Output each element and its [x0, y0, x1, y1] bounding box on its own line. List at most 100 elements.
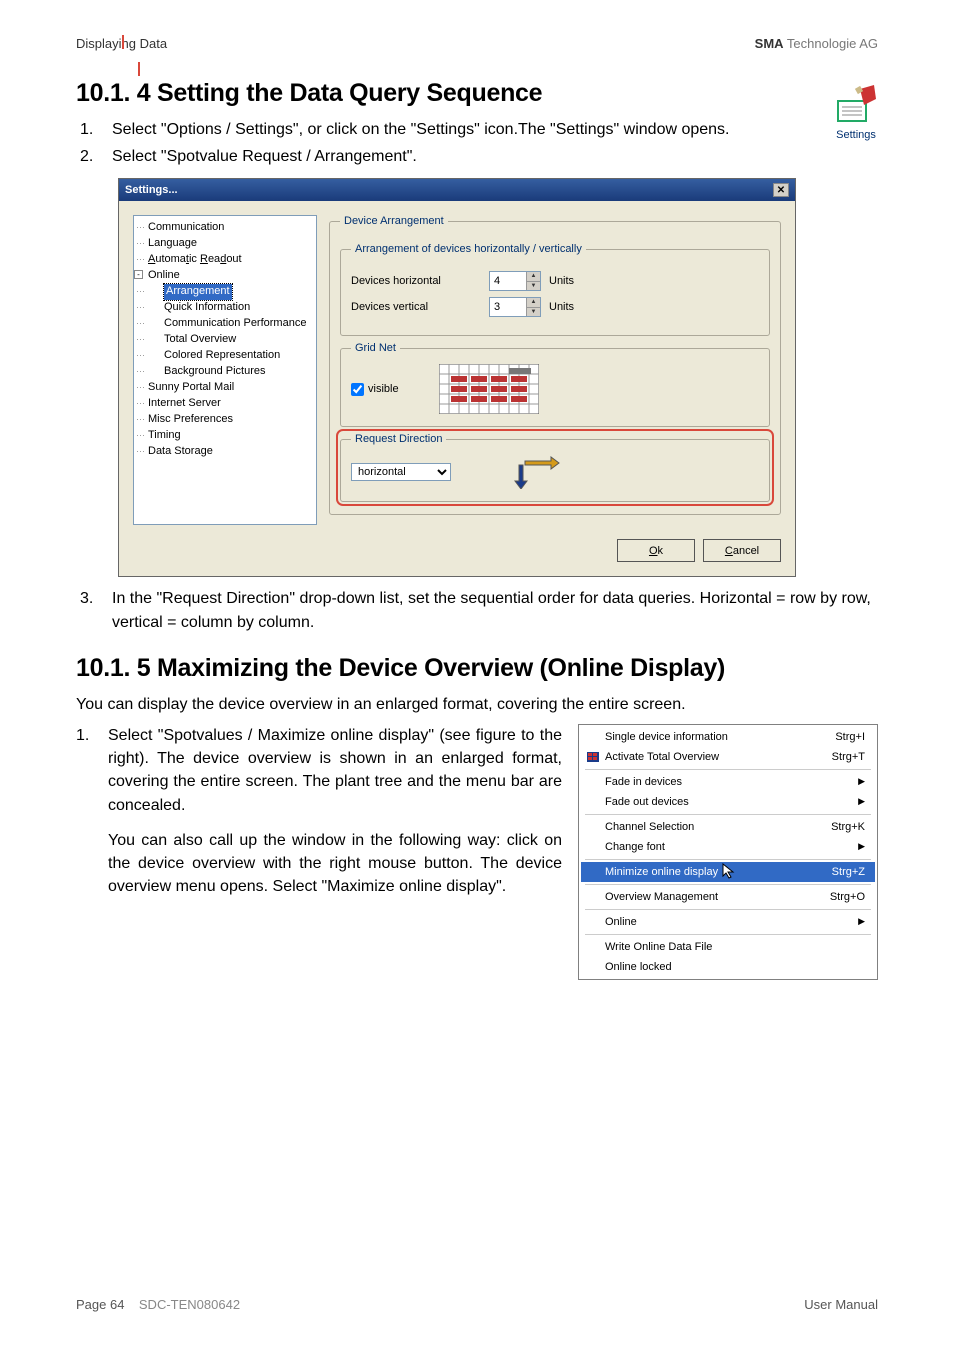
menu-item[interactable]: Fade out devices ▶ — [581, 792, 875, 812]
section-heading-1: 10.1. 4 Setting the Data Query Sequence — [76, 79, 878, 108]
spin-devices-vertical[interactable]: ▲▼ — [489, 297, 541, 317]
tree-item[interactable]: Background Pictures — [136, 364, 312, 380]
settings-tree[interactable]: CommunicationLanguageAutomatic Readout-O… — [133, 215, 317, 525]
tree-item[interactable]: Misc Preferences — [136, 412, 312, 428]
menu-item-label: Overview Management — [605, 891, 718, 903]
tree-item[interactable]: Communication — [136, 220, 312, 236]
settings-icon — [834, 83, 878, 125]
menu-item[interactable]: Channel Selection Strg+K — [581, 817, 875, 837]
header-right: SMA Technologie AG — [755, 36, 878, 51]
menu-separator — [585, 859, 871, 860]
menu-item-label: Single device information — [605, 731, 728, 743]
menu-item[interactable]: Online ▶ — [581, 912, 875, 932]
menu-separator — [585, 884, 871, 885]
menu-item-shortcut: Strg+Z — [832, 866, 865, 878]
expand-icon[interactable]: - — [134, 270, 143, 279]
settings-icon-caption: Settings — [834, 129, 878, 141]
menu-item-shortcut: Strg+K — [831, 821, 865, 833]
fs-legend: Arrangement of devices horizontally / ve… — [351, 243, 586, 255]
overview-icon — [587, 752, 599, 762]
direction-arrows-icon — [511, 455, 561, 489]
step-num: 1. — [80, 118, 112, 141]
menu-item[interactable]: Activate Total Overview Strg+T — [581, 747, 875, 767]
menu-item-shortcut: ▶ — [858, 796, 865, 808]
footer-right: User Manual — [804, 1297, 878, 1312]
menu-item[interactable]: Single device information Strg+I — [581, 727, 875, 747]
menu-item-shortcut: Strg+T — [832, 751, 865, 763]
fs-legend: Request Direction — [351, 433, 446, 445]
menu-item-label: Channel Selection — [605, 821, 694, 833]
menu-item-shortcut: ▶ — [858, 776, 865, 788]
cancel-button[interactable]: Cancel — [703, 539, 781, 562]
step-text: In the "Request Direction" drop-down lis… — [112, 587, 878, 633]
menu-item-label: Fade in devices — [605, 776, 682, 788]
ok-button[interactable]: Ok — [617, 539, 695, 562]
paragraph: You can display the device overview in a… — [76, 693, 878, 716]
footer-left: Page 64 SDC-TEN080642 — [76, 1297, 240, 1312]
tree-item[interactable]: Internet Server — [136, 396, 312, 412]
menu-item[interactable]: Overview Management Strg+O — [581, 887, 875, 907]
tree-item[interactable]: Quick Information — [136, 300, 312, 316]
menu-separator — [585, 909, 871, 910]
menu-separator — [585, 769, 871, 770]
menu-item-shortcut: ▶ — [858, 841, 865, 853]
menu-item[interactable]: Change font ▶ — [581, 837, 875, 857]
close-icon[interactable]: ✕ — [773, 183, 789, 197]
spin-devices-horizontal[interactable]: ▲▼ — [489, 271, 541, 291]
step-num: 1. — [76, 724, 108, 817]
visible-label: visible — [368, 383, 399, 395]
settings-icon-block: Settings — [834, 83, 878, 141]
fs-legend: Grid Net — [351, 342, 400, 354]
fs-legend: Device Arrangement — [340, 215, 448, 227]
input-devices-horizontal[interactable] — [490, 272, 526, 290]
fs-arrangement-hv: Arrangement of devices horizontally / ve… — [340, 243, 770, 336]
tree-item[interactable]: Timing — [136, 428, 312, 444]
visible-checkbox-wrap[interactable]: visible — [351, 383, 399, 396]
step-text: Select "Spotvalues / Maximize online dis… — [108, 724, 562, 817]
menu-item-label: Online — [605, 916, 637, 928]
step-text: Select "Options / Settings", or click on… — [112, 118, 822, 141]
menu-item-shortcut: Strg+O — [830, 891, 865, 903]
menu-item[interactable]: Online locked — [581, 957, 875, 977]
step-num: 2. — [80, 145, 112, 168]
menu-item-shortcut: Strg+I — [835, 731, 865, 743]
dialog-titlebar: Settings... ✕ — [119, 179, 795, 201]
step-text: Select "Spotvalue Request / Arrangement"… — [112, 145, 822, 168]
tree-item[interactable]: Arrangement — [136, 284, 312, 300]
tree-item[interactable]: Data Storage — [136, 444, 312, 460]
input-devices-vertical[interactable] — [490, 298, 526, 316]
tree-item[interactable]: -Online — [136, 268, 312, 284]
label-devices-horizontal: Devices horizontal — [351, 275, 481, 287]
fs-request-direction: Request Direction horizontal — [340, 433, 770, 502]
fs-device-arrangement: Device Arrangement Arrangement of device… — [329, 215, 781, 515]
menu-item-label: Minimize online display — [605, 866, 718, 878]
tree-item[interactable]: Sunny Portal Mail — [136, 380, 312, 396]
menu-item-label: Write Online Data File — [605, 941, 712, 953]
context-menu: Single device information Strg+I Activate … — [578, 724, 878, 980]
menu-separator — [585, 814, 871, 815]
tree-item[interactable]: Automatic Readout — [136, 252, 312, 268]
tree-item[interactable]: Language — [136, 236, 312, 252]
units-label: Units — [549, 301, 574, 313]
menu-item-label: Change font — [605, 841, 665, 853]
dialog-title: Settings... — [125, 184, 178, 196]
menu-item[interactable]: Minimize online display Strg+Z — [581, 862, 875, 882]
menu-item-label: Fade out devices — [605, 796, 689, 808]
units-label: Units — [549, 275, 574, 287]
menu-item-label: Activate Total Overview — [605, 751, 719, 763]
tree-item[interactable]: Colored Representation — [136, 348, 312, 364]
menu-separator — [585, 934, 871, 935]
menu-item-shortcut: ▶ — [858, 916, 865, 928]
tree-item[interactable]: Total Overview — [136, 332, 312, 348]
fs-grid-net: Grid Net visible — [340, 342, 770, 427]
step-num: 3. — [80, 587, 112, 633]
menu-item[interactable]: Write Online Data File — [581, 937, 875, 957]
grid-preview — [439, 364, 539, 414]
section-heading-2: 10.1. 5 Maximizing the Device Overview (… — [76, 654, 878, 683]
visible-checkbox[interactable] — [351, 383, 364, 396]
tree-item[interactable]: Communication Performance — [136, 316, 312, 332]
paragraph: You can also call up the window in the f… — [108, 829, 562, 899]
menu-item-label: Online locked — [605, 961, 672, 973]
request-direction-select[interactable]: horizontal — [351, 463, 451, 481]
menu-item[interactable]: Fade in devices ▶ — [581, 772, 875, 792]
